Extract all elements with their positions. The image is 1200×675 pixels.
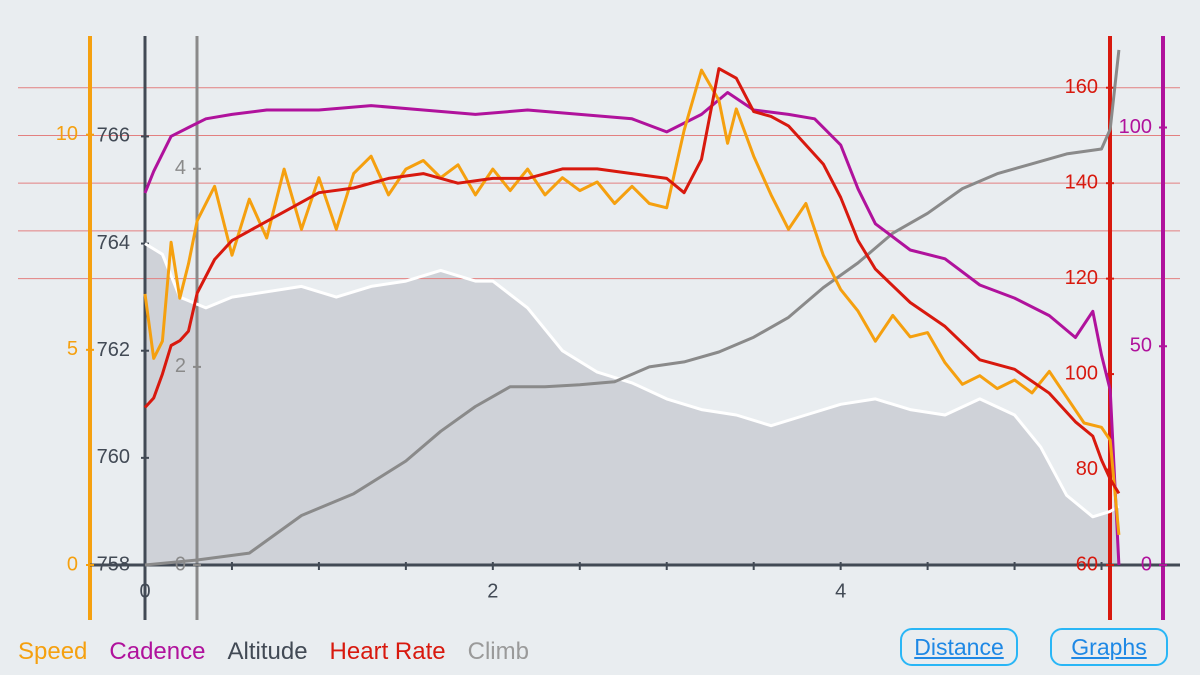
altitude-tick-label: 760 [97, 446, 130, 468]
x-tick-label: 0 [139, 580, 150, 602]
climb-tick-label: 2 [175, 355, 186, 377]
altitude-tick-label: 762 [97, 339, 130, 361]
x-tick-label: 2 [487, 580, 498, 602]
heart_rate-tick-label: 120 [1065, 267, 1098, 289]
chart-legend: Speed Cadence Altitude Heart Rate Climb [18, 638, 529, 666]
legend-climb: Climb [467, 638, 529, 665]
heart_rate-tick-label: 140 [1065, 171, 1098, 193]
heart_rate-tick-label: 100 [1065, 362, 1098, 384]
climb-line [144, 49, 1121, 567]
altitude-tick-label: 764 [97, 232, 130, 254]
speed-tick-label: 0 [67, 553, 78, 575]
heart_rate-tick-label: 160 [1065, 76, 1098, 98]
heart_rate-tick-label: 80 [1076, 458, 1098, 480]
altitude-tick-label: 766 [97, 125, 130, 147]
altitude-area [145, 243, 1119, 565]
heart_rate-tick-label: 60 [1076, 553, 1098, 575]
climb-tick-label: 4 [175, 157, 186, 179]
altitude-tick-label: 758 [97, 553, 130, 575]
legend-heart-rate: Heart Rate [329, 638, 446, 665]
cadence-line [143, 91, 1121, 566]
speed-line [143, 68, 1121, 536]
cadence-tick-label: 0 [1141, 553, 1152, 575]
legend-cadence: Cadence [109, 638, 206, 665]
heart-rate-line [143, 67, 1121, 495]
graphs-button[interactable]: Graphs [1050, 628, 1168, 666]
speed-tick-label: 5 [67, 338, 78, 360]
cadence-tick-label: 50 [1130, 335, 1152, 357]
x-tick-label: 4 [835, 580, 846, 602]
legend-speed: Speed [18, 638, 88, 665]
climb-tick-label: 0 [175, 553, 186, 575]
legend-altitude: Altitude [227, 638, 308, 665]
cadence-tick-label: 100 [1119, 116, 1152, 138]
distance-button[interactable]: Distance [900, 628, 1018, 666]
speed-tick-label: 10 [56, 123, 78, 145]
altitude-line [144, 242, 1120, 519]
